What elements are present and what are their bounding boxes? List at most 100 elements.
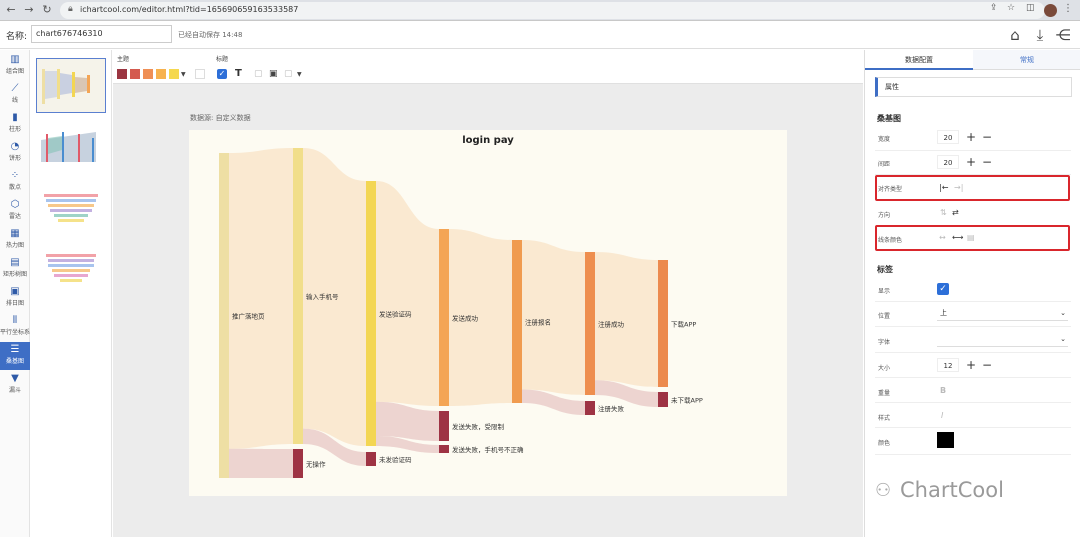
chart-type-funnel[interactable]: ▼ 漏斗 [0,371,30,399]
chart-type-scatter-chart[interactable]: ⁘ 散点 [0,168,30,196]
template-thumbnail[interactable] [36,58,106,113]
size-plus-icon[interactable]: + [966,358,977,372]
theme-color-swatch[interactable] [156,69,166,79]
sidepanel-icon[interactable]: ◫ [1026,3,1035,13]
theme-color-swatch[interactable] [143,69,153,79]
chart-type-calendar-chart[interactable]: ▣ 排日图 [0,284,30,312]
gap-input[interactable]: 20 [937,155,959,169]
line-color-gradient-icon[interactable]: ⟷ [952,233,964,242]
gap-minus-icon[interactable]: − [982,155,993,169]
back-icon[interactable]: ← [6,3,16,16]
browser-bar: ← → ↻ 🔒︎ ichartcool.com/editor.html?tid=… [0,0,1080,21]
chart-type-parallel[interactable]: ⦀ 平行坐标系 [0,313,30,341]
direction-horizontal-icon[interactable]: ⇄ [952,208,959,217]
title-label: 标题 [216,56,229,63]
copy-icon[interactable]: ▢ [254,69,263,79]
chart-type-sankey[interactable]: ☰ 桑基图 [0,342,30,370]
sankey-node[interactable] [658,260,668,387]
bookmark-star-icon[interactable]: ☆ [1007,3,1016,13]
browser-menu-icon[interactable]: ⋮ [1063,3,1073,14]
sankey-node-label: 未发验证码 [379,455,412,464]
bold-icon[interactable]: B [940,386,947,395]
width-plus-icon[interactable]: + [966,130,977,144]
italic-icon[interactable]: I [941,411,944,420]
title-dropdown-icon[interactable]: ▼ [297,71,302,78]
save-icon[interactable]: ▣ [269,69,278,79]
chart-type-radar-chart[interactable]: ⬡ 雷达 [0,197,30,225]
download-icon[interactable]: ⤓ [1036,26,1044,44]
template-thumbnail[interactable] [36,120,106,175]
share-page-icon[interactable]: ⇪ [990,3,998,13]
template-thumbnail[interactable] [36,182,106,237]
save-status: 已经自动保存 14:48 [178,31,243,39]
sankey-node[interactable] [439,445,449,453]
sankey-node[interactable] [585,252,595,395]
tab-data-config[interactable]: 数据配置 [865,50,973,70]
sankey-node[interactable] [512,240,522,403]
theme-dropdown-icon[interactable]: ▼ [181,71,186,78]
chart-type-label: 散点 [8,184,21,191]
tab-general[interactable]: 常规 [973,50,1080,70]
sankey-node-label: 发送失败，手机号不正确 [452,445,524,454]
sankey-node[interactable] [658,392,668,407]
chart-type-heatmap[interactable]: ▦ 热力图 [0,226,30,254]
sankey-node[interactable] [366,452,376,466]
divider [875,402,1071,403]
forward-icon[interactable]: → [24,3,34,16]
home-icon[interactable]: ⌂ [1010,26,1020,44]
width-minus-icon[interactable]: − [982,130,993,144]
size-minus-icon[interactable]: − [982,358,993,372]
title-show-checkbox[interactable]: ✓ [217,69,227,79]
label-color-picker[interactable] [937,432,954,448]
attributes-header[interactable]: 属性 [875,77,1072,97]
theme-color-swatch[interactable] [130,69,140,79]
sankey-node[interactable] [439,411,449,441]
width-input[interactable]: 20 [937,130,959,144]
reload-icon[interactable]: ↻ [42,3,52,16]
sankey-node[interactable] [219,153,229,478]
chart-name-input[interactable]: chart676746310 [31,25,172,43]
profile-avatar[interactable] [1044,4,1057,17]
divider [875,174,1071,175]
chart-title: login pay [462,135,514,146]
line-color-source-icon[interactable]: ↔ [939,233,946,242]
chart-type-line-chart[interactable]: ⟋ 线 [0,81,30,109]
sankey-node[interactable] [366,181,376,446]
sankey-node-label: 注册报名 [525,318,551,327]
share-icon[interactable]: ⋲ [1055,26,1071,44]
chart-type-label: 线 [11,97,18,104]
direction-vertical-icon[interactable]: ⇅ [940,208,947,217]
theme-color-swatch[interactable] [117,69,127,79]
chart-type-pie-chart[interactable]: ◔ 饼形 [0,139,30,167]
text-format-icon[interactable]: T [235,68,242,79]
theme-color-swatch[interactable] [169,69,179,79]
url-bar[interactable]: 🔒︎ ichartcool.com/editor.html?tid=165690… [60,2,1045,19]
wechat-icon: ⚇ [875,480,892,501]
chart-canvas[interactable]: login pay 推广落地页 输入手机号 无操作 发送验证码 未发验证码 发送成功 发送失… [189,130,787,496]
line-color-target-icon[interactable]: ▤ [967,233,975,242]
position-select[interactable]: 上 ⌄ [937,307,1068,321]
url-text: ichartcool.com/editor.html?tid=165690659… [80,5,299,14]
gap-plus-icon[interactable]: + [966,155,977,169]
doc-icon[interactable]: ▢ [284,69,293,79]
chart-type-treemap[interactable]: ▤ 矩形树图 [0,255,30,283]
sankey-node[interactable] [585,401,595,415]
blank-swatch[interactable] [195,69,205,79]
chart-type-bar-chart[interactable]: ▮ 柱形 [0,110,30,138]
sankey-node[interactable] [293,449,303,478]
sankey-node-label: 发送失败，受限制 [452,422,505,431]
size-input[interactable]: 12 [937,358,959,372]
font-select[interactable]: ⌄ [937,333,1068,347]
show-label-checkbox[interactable]: ✓ [937,283,949,295]
sankey-link [595,252,658,387]
align-right-icon[interactable]: →| [954,183,964,192]
line-color-label: 线条颜色 [878,237,903,244]
chart-type-combo-chart[interactable]: ▥ 组合图 [0,52,30,80]
position-label: 位置 [878,313,891,320]
align-left-icon[interactable]: |← [939,183,949,192]
sankey-node[interactable] [439,229,449,406]
template-thumbnail[interactable] [36,244,106,299]
style-label: 样式 [878,415,891,422]
sankey-section-title: 桑基图 [877,114,901,123]
sankey-node[interactable] [293,148,303,444]
